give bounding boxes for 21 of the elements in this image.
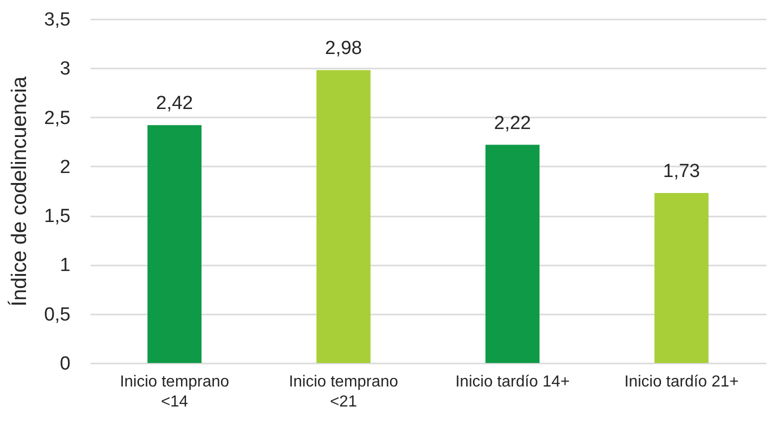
y-tick-label: 3 <box>60 58 70 80</box>
y-tick-label: 3,5 <box>44 10 70 30</box>
y-tick-label: 1,5 <box>44 206 70 228</box>
data-label: 1,73 <box>663 160 700 182</box>
y-tick-label: 0,5 <box>44 304 70 326</box>
x-tick-label: Inicio temprano <21 <box>288 374 398 410</box>
y-tick-label: 2 <box>60 156 70 178</box>
data-label: 2,42 <box>156 93 193 114</box>
x-tick-label: Inicio temprano <14 <box>120 374 230 410</box>
bar <box>316 70 371 363</box>
bar <box>147 125 202 363</box>
y-tick-label: 0 <box>60 354 70 374</box>
data-label: 2,22 <box>494 112 531 134</box>
x-tick-label: Inicio tardío 14+ <box>455 374 570 390</box>
bar <box>485 144 540 363</box>
y-tick-label: 2,5 <box>44 108 70 129</box>
y-tick-label: 1 <box>60 255 70 276</box>
bar <box>654 192 709 363</box>
data-label: 2,98 <box>325 38 362 60</box>
y-axis-title: Índice de codelincuencia <box>7 76 32 306</box>
x-tick-label: Inicio tardío 21+ <box>624 374 739 390</box>
